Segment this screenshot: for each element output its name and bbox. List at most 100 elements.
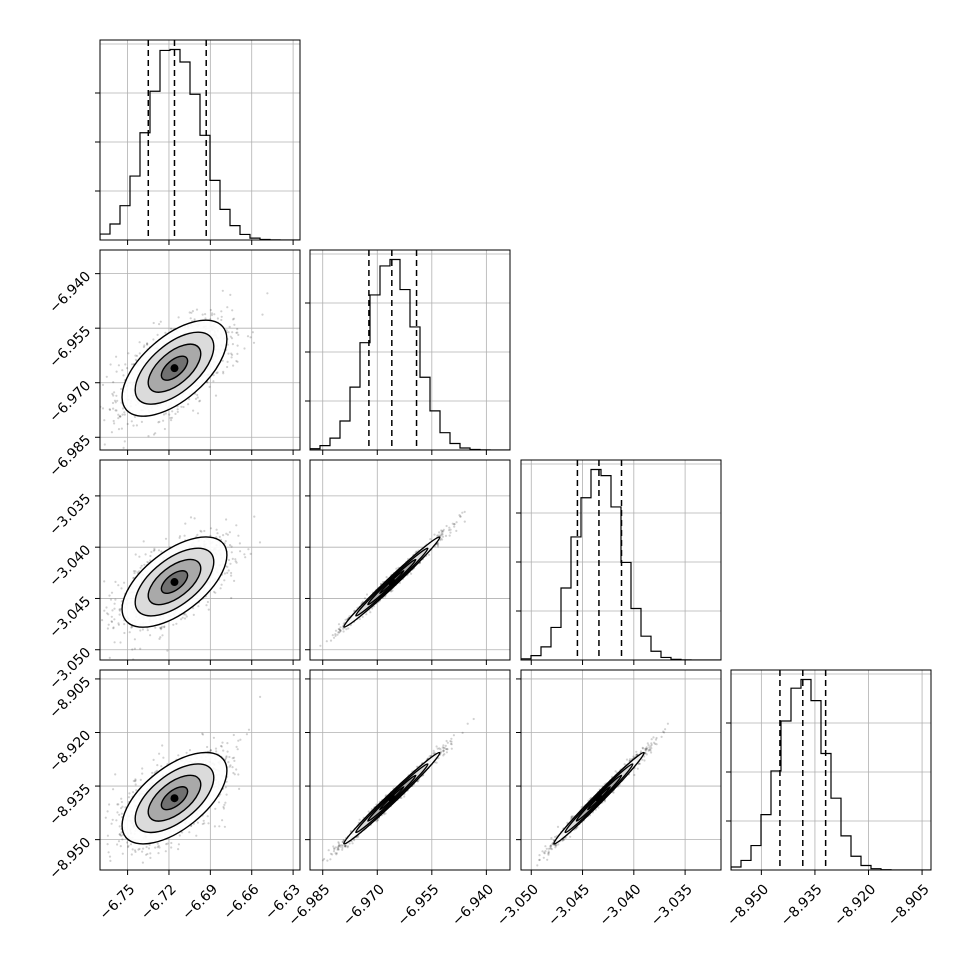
panel-content: [71, 250, 300, 450]
sample-point: [231, 353, 234, 356]
sample-point: [243, 553, 246, 556]
sample-point: [436, 543, 439, 547]
sample-point: [209, 527, 213, 530]
sample-point: [458, 514, 461, 517]
sample-point: [119, 641, 122, 644]
sample-point: [225, 780, 228, 783]
sample-point: [440, 533, 443, 537]
sample-point: [223, 579, 226, 582]
sample-point: [196, 533, 199, 537]
sample-point: [234, 558, 237, 561]
sample-point: [247, 728, 251, 731]
sample-point: [157, 421, 160, 424]
sample-point: [131, 848, 134, 851]
sample-point: [193, 517, 196, 520]
sample-point: [106, 843, 109, 846]
sample-point: [217, 801, 221, 804]
sample-point: [233, 323, 236, 326]
sample-point: [214, 394, 218, 397]
sample-point: [108, 408, 112, 411]
sample-point: [110, 822, 113, 825]
sample-point: [109, 598, 113, 601]
sample-point: [139, 629, 142, 632]
sample-point: [156, 764, 159, 767]
sample-point: [134, 553, 137, 556]
sample-point: [184, 522, 187, 525]
sample-point: [158, 323, 161, 326]
sample-point: [142, 540, 145, 543]
panel-2-1: [305, 459, 511, 665]
sample-point: [239, 738, 242, 741]
sample-point: [159, 626, 162, 630]
sample-point: [440, 532, 443, 535]
panel-2-2: [516, 459, 722, 665]
sample-point: [221, 819, 224, 822]
sample-point: [112, 407, 115, 410]
sample-point: [223, 803, 226, 807]
sample-point: [200, 530, 203, 533]
sample-point: [121, 369, 124, 372]
sample-point: [212, 374, 215, 377]
sample-point: [123, 440, 126, 443]
sample-point: [226, 360, 229, 363]
sample-point: [187, 403, 190, 406]
sample-point: [113, 391, 116, 394]
sample-point: [146, 560, 149, 564]
sample-point: [164, 331, 167, 334]
sample-point: [150, 550, 153, 554]
sample-point: [159, 626, 162, 630]
sample-point: [149, 856, 152, 860]
sample-point: [134, 850, 137, 854]
sample-point: [126, 367, 129, 370]
sample-point: [174, 412, 177, 415]
sample-point: [227, 569, 230, 572]
sample-point: [230, 596, 233, 600]
sample-point: [230, 352, 233, 355]
sample-point: [176, 410, 179, 413]
sample-point: [334, 633, 337, 636]
sample-point: [438, 531, 441, 534]
sample-point: [116, 399, 119, 402]
sample-point: [339, 629, 342, 632]
sample-point: [231, 331, 234, 334]
panel-frame: [309, 459, 511, 661]
sample-point: [444, 534, 448, 538]
sample-point: [147, 847, 151, 850]
sample-point: [118, 609, 121, 612]
sample-point: [253, 515, 256, 518]
sample-point: [172, 623, 175, 626]
sample-point: [130, 363, 134, 366]
sample-point: [459, 515, 462, 518]
sample-point: [159, 320, 162, 323]
sample-point: [122, 374, 125, 377]
sample-point: [71, 431, 73, 433]
sample-point: [120, 587, 123, 590]
sample-point: [221, 359, 224, 362]
sample-point: [334, 629, 338, 632]
panel-1-0: −6.985−6.970−6.955−6.940: [46, 249, 301, 480]
sample-point: [113, 607, 116, 610]
sample-point: [103, 419, 106, 422]
sample-point: [249, 336, 252, 339]
sample-point: [162, 413, 166, 416]
sample-point: [229, 544, 232, 547]
density-peak: [170, 364, 179, 373]
sample-point: [226, 365, 229, 369]
sample-point: [221, 289, 224, 292]
panel-content: [310, 250, 510, 450]
sample-point: [181, 831, 184, 834]
sample-point: [337, 623, 341, 626]
sample-point: [141, 772, 144, 775]
sample-point: [119, 415, 122, 418]
sample-point: [101, 619, 104, 622]
sample-point: [246, 335, 250, 338]
sample-point: [141, 850, 144, 853]
sample-point: [439, 534, 442, 537]
sample-point: [138, 352, 141, 355]
sample-point: [118, 415, 121, 418]
sample-point: [101, 407, 105, 410]
sample-point: [189, 516, 193, 519]
sample-point: [130, 420, 133, 423]
sample-point: [188, 398, 191, 401]
sample-point: [170, 327, 173, 330]
